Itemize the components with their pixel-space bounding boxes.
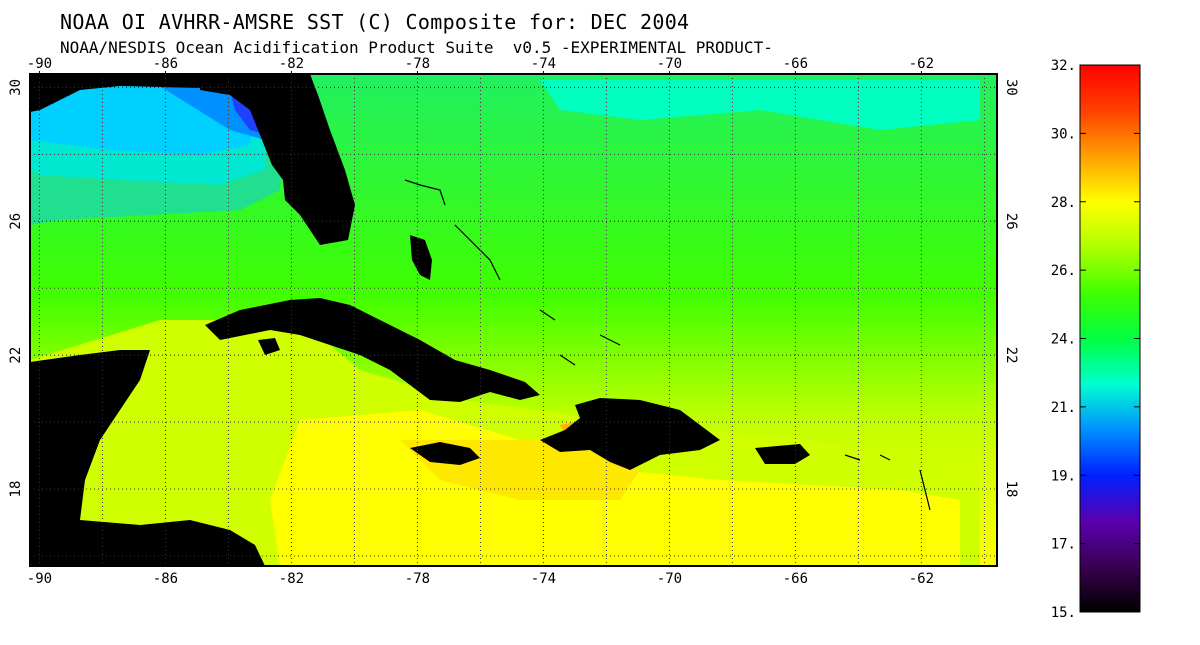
- lon-tick-top: -74: [531, 56, 556, 72]
- colorbar-scale: [1079, 64, 1141, 613]
- lon-tick-bottom: -70: [657, 571, 682, 587]
- lon-tick-bottom: -86: [153, 571, 178, 587]
- map-title: NOAA OI AVHRR-AMSRE SST (C) Composite fo…: [60, 10, 690, 34]
- colorbar-tick-label: 32.: [1051, 58, 1076, 74]
- lat-tick-left: 30: [8, 79, 24, 96]
- cuba: [205, 298, 540, 402]
- colorbar-tick-label: 17.: [1051, 537, 1076, 553]
- andros: [410, 235, 432, 280]
- hispaniola: [540, 398, 720, 470]
- lon-tick-bottom: -82: [279, 571, 304, 587]
- lat-tick-right: 18: [1003, 481, 1019, 498]
- colorbar-tick-label: 26.: [1051, 263, 1076, 279]
- lat-tick-left: 22: [8, 347, 24, 364]
- colorbar: 32. 30. 28. 26. 24. 21. 19. 17. 15.: [1051, 58, 1141, 620]
- lon-tick-top: -62: [909, 56, 934, 72]
- puerto-rico: [755, 444, 810, 464]
- lat-tick-left: 18: [8, 481, 24, 498]
- lat-tick-right: 22: [1003, 347, 1019, 364]
- lon-tick-bottom: -62: [909, 571, 934, 587]
- colorbar-tick-label: 21.: [1051, 400, 1076, 416]
- isla-juventud: [258, 338, 280, 355]
- lon-tick-top: -90: [27, 56, 52, 72]
- lon-tick-bottom: -66: [783, 571, 808, 587]
- sst-map: -90 -90 -86 -86 -82 -82 -78 -78 -74 -74 -70 -70 -66 -…: [8, 56, 1019, 587]
- lon-tick-bottom: -78: [405, 571, 430, 587]
- land-masses: [30, 74, 810, 566]
- axis-ticks: -90 -90 -86 -86 -82 -82 -78 -78 -74 -74 -70 -70 -66 -…: [8, 56, 1019, 587]
- lon-tick-bottom: -90: [27, 571, 52, 587]
- gulf-coast: [30, 74, 200, 112]
- lon-tick-top: -70: [657, 56, 682, 72]
- colorbar-tick-label: 28.: [1051, 195, 1076, 211]
- lon-tick-top: -66: [783, 56, 808, 72]
- lat-tick-right: 30: [1003, 79, 1019, 96]
- lon-tick-top: -78: [405, 56, 430, 72]
- florida: [200, 74, 355, 245]
- yucatan: [30, 350, 265, 566]
- colorbar-tick-label: 24.: [1051, 332, 1076, 348]
- colorbar-tick-label: 19.: [1051, 468, 1076, 484]
- colorbar-ticks: 32. 30. 28. 26. 24. 21. 19. 17. 15.: [1051, 58, 1140, 620]
- sst-field: [30, 74, 997, 566]
- colorbar-tick-label: 30.: [1051, 126, 1076, 142]
- lat-tick-right: 26: [1003, 213, 1019, 230]
- jamaica: [410, 442, 480, 465]
- map-border: [29, 73, 998, 567]
- lon-tick-top: -82: [279, 56, 304, 72]
- lon-tick-top: -86: [153, 56, 178, 72]
- colorbar-tick-label: 15.: [1051, 605, 1076, 620]
- lat-tick-left: 26: [8, 213, 24, 230]
- map-subtitle: NOAA/NESDIS Ocean Acidification Product …: [60, 38, 773, 57]
- lon-tick-bottom: -74: [531, 571, 556, 587]
